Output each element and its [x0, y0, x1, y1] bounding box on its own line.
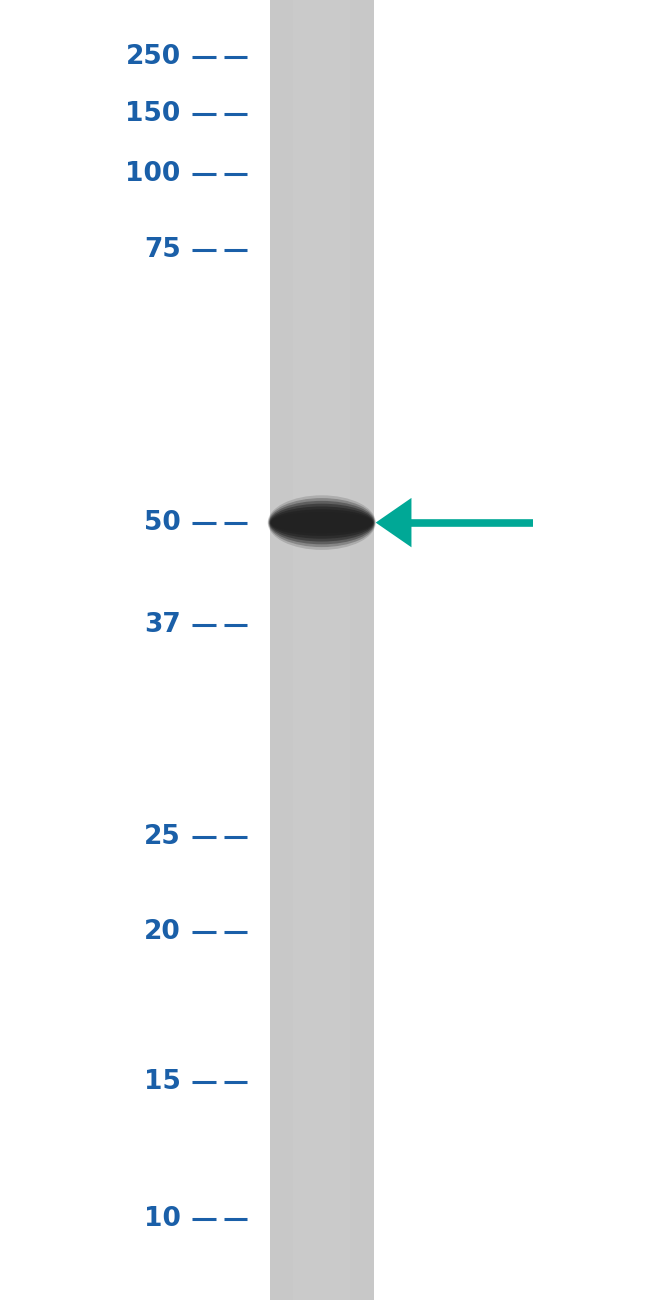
Text: 150: 150	[125, 101, 181, 127]
Ellipse shape	[271, 512, 372, 533]
Text: 37: 37	[144, 612, 181, 638]
Ellipse shape	[269, 503, 374, 542]
Text: 15: 15	[144, 1069, 181, 1095]
Ellipse shape	[269, 500, 374, 545]
Text: 20: 20	[144, 919, 181, 945]
Text: 100: 100	[125, 161, 181, 187]
Text: 250: 250	[125, 44, 181, 70]
Text: 10: 10	[144, 1206, 181, 1232]
Ellipse shape	[268, 498, 375, 547]
Text: 50: 50	[144, 510, 181, 536]
FancyArrow shape	[376, 498, 411, 547]
Ellipse shape	[272, 515, 372, 530]
Ellipse shape	[270, 510, 373, 536]
Text: 75: 75	[144, 237, 181, 263]
Ellipse shape	[270, 507, 374, 538]
Bar	[270, 0, 374, 1300]
Text: 25: 25	[144, 824, 181, 850]
Bar	[293, 0, 350, 1300]
Ellipse shape	[268, 495, 376, 550]
